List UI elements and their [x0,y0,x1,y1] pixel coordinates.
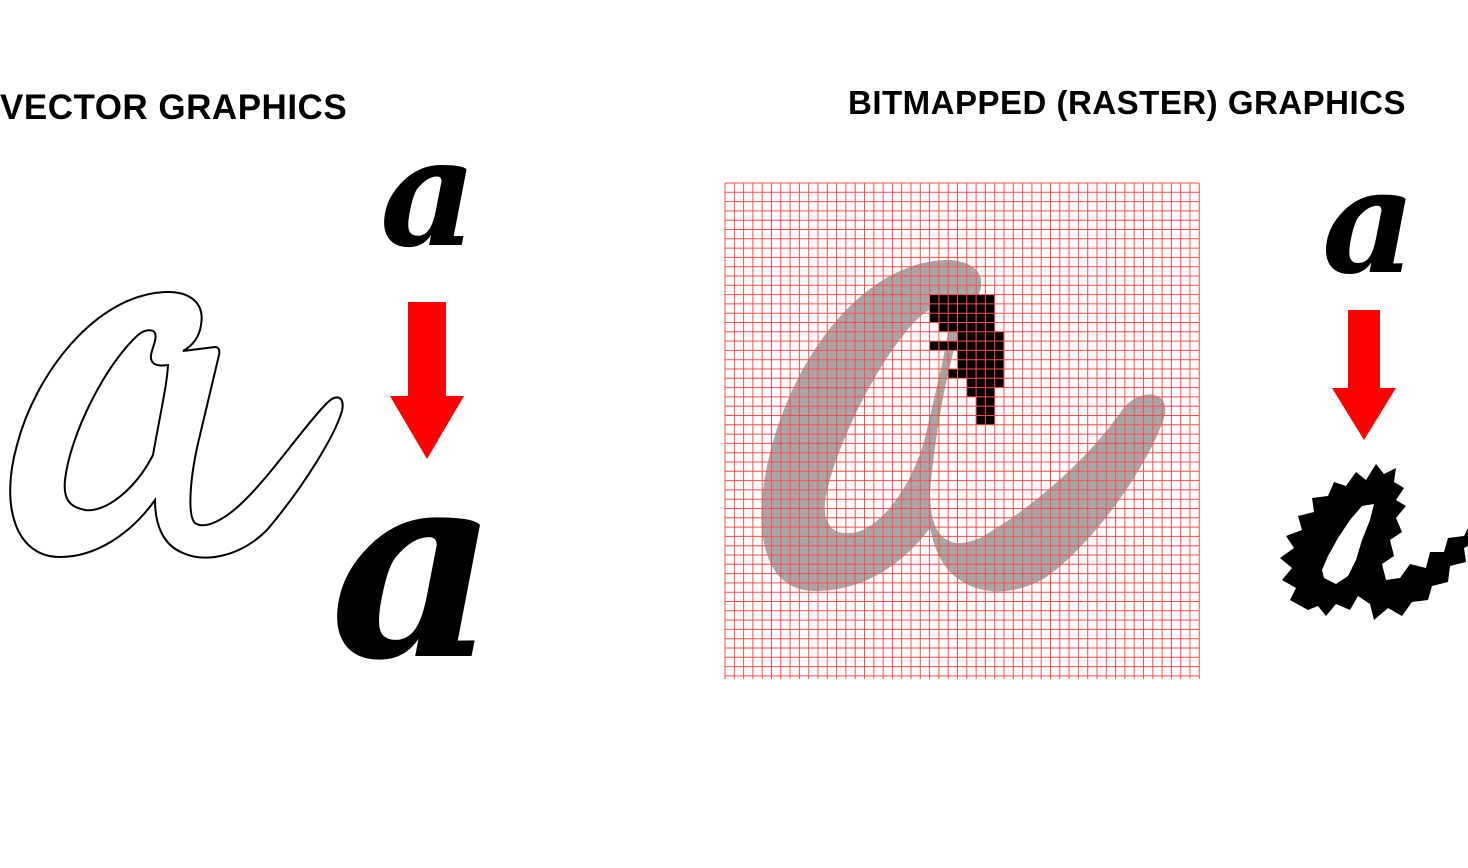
pixel-cell [966,369,977,379]
pixel-cell [966,322,977,332]
pixel-cell [957,313,967,323]
pixel-cell [994,359,1004,369]
pixel-cell [938,313,949,323]
pixel-cell [985,359,995,369]
pixel-cell [985,341,995,351]
pixel-cell [976,313,986,323]
pixel-cell [985,350,995,360]
pixel-cell [957,369,967,379]
pixel-cell [994,350,1004,360]
pixel-cell [976,322,986,332]
pixel-cell [976,396,986,407]
pixel-cell [976,331,986,342]
pixel-cell [985,396,995,407]
pixel-cell [929,313,939,323]
pixel-cell [957,294,967,304]
pixel-cell [929,303,939,314]
pixel-cell [957,331,967,342]
pixel-cell [957,359,967,369]
pixel-cell [976,387,986,397]
raster-pixelated-letter [1280,464,1468,620]
pixel-cell [966,341,977,351]
pixel-cell [957,303,967,314]
raster-pixel-grid [724,182,1200,679]
pixel-cell [966,294,977,304]
pixel-cell [948,322,958,332]
pixel-cell [938,303,949,314]
pixel-cell [994,341,1004,351]
pixel-cell [976,359,986,369]
pixel-cell [966,350,977,360]
pixel-cell [929,341,939,351]
vector-graphics-title: VECTOR GRAPHICS [0,88,348,127]
raster-pixel-cluster [929,294,1004,425]
raster-small-letter: a [1322,137,1416,307]
pixel-cell [985,331,995,342]
pixel-cell [976,294,986,304]
pixel-cell [994,369,1004,379]
pixel-cell [966,303,977,314]
pixel-cell [938,322,949,332]
pixel-cell [994,378,1004,388]
pixel-cell [929,294,939,304]
pixel-cell [976,378,986,388]
pixel-cell [966,387,977,397]
pixel-cell [976,341,986,351]
pixel-cell [985,303,995,314]
pixel-cell [976,369,986,379]
pixel-cell [976,350,986,360]
pixel-cell [948,313,958,323]
pixel-cell [948,303,958,314]
pixel-cell [985,415,995,425]
vector-outline-letter [9,290,344,559]
pixel-cell [985,322,995,332]
pixel-cell [985,313,995,323]
pixel-cell [948,341,958,351]
pixel-cell [966,359,977,369]
pixel-cell [957,322,967,332]
pixel-cell [966,331,977,342]
pixel-cell [976,406,986,416]
pixel-cell [985,294,995,304]
pixel-cell [957,350,967,360]
pixel-cell [985,378,995,388]
pixel-cell [994,331,1004,342]
raster-graphics-title: BITMAPPED (RASTER) GRAPHICS [848,84,1407,121]
pixel-cell [976,303,986,314]
pixel-cell [966,378,977,388]
down-arrow-icon [390,302,464,459]
pixel-cell [985,369,995,379]
raster-grid-lines [724,182,1200,679]
pixel-cell [938,294,949,304]
pixel-cell [966,313,977,323]
pixel-cell [985,406,995,416]
pixel-cell [938,341,949,351]
down-arrow-icon [1332,310,1396,440]
vector-large-letter: a [330,413,499,718]
vector-small-letter: a [380,105,478,281]
pixel-cell [976,415,986,425]
pixel-cell [948,294,958,304]
pixel-cell [957,341,967,351]
pixel-cell [948,369,958,379]
pixel-cell [985,387,995,397]
